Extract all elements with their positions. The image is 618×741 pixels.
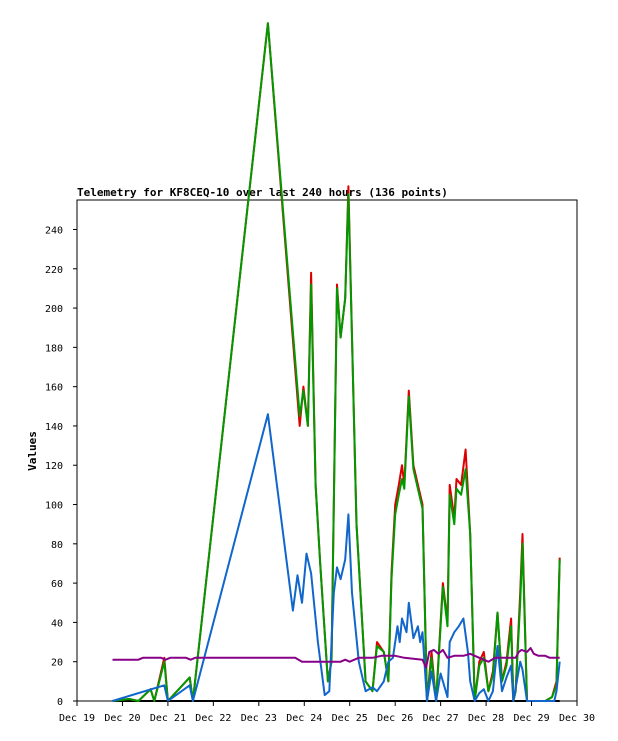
y-tick-label: 120 — [45, 461, 63, 472]
series-line-3 — [112, 413, 561, 702]
series-line-2 — [112, 22, 561, 702]
x-tick-label: Dec 24 — [286, 713, 322, 724]
y-tick-label: 100 — [45, 501, 63, 512]
x-axis: Dec 19 Dec 20 Dec 21 Dec 22 Dec 23 Dec 24 Dec … — [59, 701, 595, 724]
y-tick-label: 140 — [45, 422, 63, 433]
y-axis-label: Values — [26, 431, 39, 471]
x-tick-label: Dec 22 — [195, 713, 231, 724]
y-tick-label: 240 — [45, 225, 63, 236]
x-tick-label: Dec 19 — [59, 713, 95, 724]
chart-title: Telemetry for KF8CEQ-10 over last 240 ho… — [77, 186, 448, 199]
x-tick-label: Dec 25 — [332, 713, 368, 724]
x-tick-label: Dec 20 — [104, 713, 140, 724]
x-tick-label: Dec 29 — [513, 713, 549, 724]
x-tick-label: Dec 28 — [468, 713, 504, 724]
y-tick-label: 40 — [51, 618, 63, 629]
y-tick-label: 180 — [45, 343, 63, 354]
y-axis: 0 20 40 60 80 100 120 140 160 180 200 220 240 — [45, 225, 77, 708]
x-tick-label: Dec 30 — [559, 713, 595, 724]
x-tick-label: Dec 21 — [150, 713, 186, 724]
y-tick-label: 0 — [57, 697, 63, 708]
x-tick-label: Dec 27 — [423, 713, 459, 724]
y-tick-label: 200 — [45, 304, 63, 315]
y-tick-label: 220 — [45, 265, 63, 276]
y-tick-label: 160 — [45, 383, 63, 394]
series-line-4 — [112, 647, 560, 669]
plot-frame — [76, 199, 578, 702]
x-tick-label: Dec 23 — [241, 713, 277, 724]
y-tick-label: 80 — [51, 540, 63, 551]
y-tick-label: 60 — [51, 579, 63, 590]
x-tick-label: Dec 26 — [377, 713, 413, 724]
series-layer — [112, 22, 561, 702]
y-tick-label: 20 — [51, 658, 63, 669]
